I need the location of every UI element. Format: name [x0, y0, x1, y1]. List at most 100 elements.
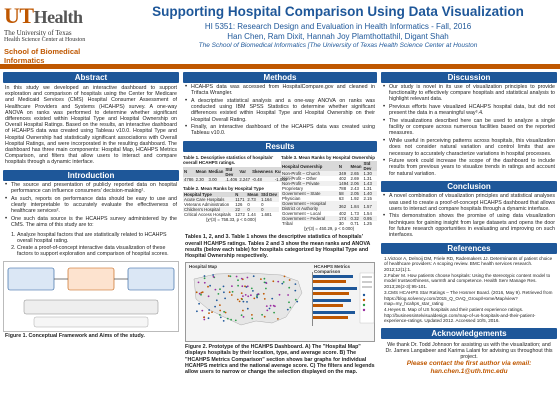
- hospital-marker: [244, 285, 246, 288]
- hospital-marker: [207, 285, 209, 288]
- list-item: A descriptive statistical analysis and a…: [185, 98, 375, 123]
- table-cell: 1.54: [363, 211, 372, 217]
- hospital-marker: [277, 280, 280, 283]
- list-item: While useful in perceiving patterns acro…: [383, 138, 555, 157]
- filter-control: [362, 286, 372, 289]
- table-header-cell: Std Dev: [260, 191, 279, 197]
- dashboard-graphic: [193, 272, 303, 326]
- legend-swatch: [362, 308, 366, 312]
- hospital-marker: [265, 305, 268, 308]
- table-row: Non-Profit – Other 402 2.69 1.31: [281, 176, 377, 181]
- table-cell: 1.73: [350, 211, 359, 217]
- hospital-marker: [234, 319, 237, 322]
- hospital-marker: [288, 286, 291, 289]
- table-cell: 1.31: [363, 176, 372, 182]
- table-1-caption: Table 1. Descriptive statistics of hospi…: [183, 155, 274, 166]
- table-cell: Government – Federal: [281, 216, 338, 222]
- hospital-marker: [236, 298, 239, 301]
- hospital-marker: [268, 307, 271, 310]
- hospital-marker: [263, 277, 266, 280]
- metric-bar: [313, 287, 357, 291]
- hospital-marker: [281, 282, 284, 285]
- figure-1-caption: Figure 1. Conceptual Framework and Aims …: [5, 333, 145, 340]
- hospital-marker: [296, 300, 299, 303]
- hospital-marker: [240, 298, 243, 300]
- table-cell: Proprietary: [282, 186, 304, 192]
- table-cell: -0.48: [251, 176, 274, 182]
- list-item: The visualizations described here can be…: [383, 118, 555, 137]
- discussion-list: Our study is novel in its use of visuali…: [381, 83, 557, 179]
- hospital-marker: [231, 291, 234, 293]
- hospital-marker: [246, 307, 249, 310]
- hospital-marker: [237, 284, 239, 287]
- table-row: Proprietary 788 2.43 1.31: [281, 186, 377, 191]
- abstract-heading: Abstract: [3, 72, 179, 83]
- table-header-cell: Mean: [194, 166, 208, 177]
- hospital-marker: [289, 306, 292, 309]
- hospital-marker: [219, 304, 221, 307]
- hospital-marker: [214, 305, 216, 308]
- table-cell: 402: [338, 176, 347, 182]
- table-cell: 1.43: [362, 181, 377, 187]
- table-header-cell: Hospital Type: [183, 191, 235, 197]
- hospital-marker: [250, 287, 253, 290]
- table-cell: 2.06: [349, 181, 363, 187]
- hospital-marker: [269, 304, 272, 307]
- framework-box-aims: [23, 300, 159, 315]
- hospital-marker: [196, 310, 198, 313]
- methods-heading: Methods: [183, 72, 377, 83]
- table-row: Tribal 30 0.71 1.25: [281, 221, 377, 226]
- bar-axis: [312, 272, 313, 327]
- list-item: One such data source is the HCAHPS surve…: [5, 216, 177, 228]
- table-cell: 1.44: [247, 211, 256, 217]
- table-row: Veterans Administration 126 0 0: [183, 202, 279, 207]
- table-header-cell: Skewness: [251, 166, 274, 177]
- conclusion-heading: Conclusion: [381, 181, 557, 193]
- table-cell: Physician: [282, 196, 301, 202]
- hospital-marker: [283, 275, 286, 278]
- table-cell: 0.95: [362, 216, 377, 222]
- hospital-marker: [195, 291, 198, 294]
- hospital-marker: [240, 292, 243, 295]
- hospital-marker: [222, 320, 225, 322]
- table-cell: Non-Profit – Other: [282, 176, 317, 182]
- hospital-marker: [246, 276, 249, 279]
- hospital-marker: [240, 277, 243, 280]
- metric-bar: [313, 311, 355, 315]
- hospital-marker: [257, 293, 260, 296]
- hospital-marker: [282, 281, 285, 284]
- hospital-marker: [227, 275, 230, 278]
- list-item: Create a proof-of-concept interactive da…: [17, 245, 177, 257]
- table-cell: 2.15: [363, 196, 372, 202]
- logo-line-1: The University of Texas: [4, 29, 72, 37]
- references-heading: References: [381, 242, 557, 254]
- table-2-caption: Table 2. Mean Ranks by Hospital Type: [183, 185, 264, 191]
- list-item: Previous efforts have visualized HCAHPS …: [383, 104, 555, 116]
- hospital-marker: [219, 288, 221, 291]
- framework-box-outcome: [33, 317, 149, 328]
- table-cell: 1.84: [349, 201, 363, 212]
- list-item: This demonstration shows the promise of …: [383, 213, 555, 238]
- methods-list: HCAHPS data was accessed from HospitalCo…: [183, 83, 377, 139]
- table-cell: 2.73: [246, 196, 261, 202]
- hospital-marker: [271, 297, 274, 300]
- hospital-marker: [266, 309, 269, 312]
- hospital-marker: [201, 309, 204, 312]
- contact-email-link[interactable]: han.chen.1@uth.tmc.edu: [430, 367, 508, 375]
- table-header-cell: Mean: [349, 161, 363, 172]
- table-cell: 22: [234, 206, 247, 212]
- table-3-note: (χ²(3) = 450.29, p < 0.000): [303, 226, 355, 232]
- table-header-cell: N: [337, 161, 350, 172]
- hospital-marker: [245, 286, 248, 289]
- table-cell: 1272: [235, 211, 245, 217]
- table-1: N Mean Median Std Dev Var Skewness Kurto…: [183, 166, 294, 182]
- table-row: Non-Profit – Church 349 2.65 1.30: [281, 171, 377, 177]
- course-line: HI 5351: Research Design and Evaluation …: [204, 22, 472, 31]
- hospital-marker: [203, 275, 206, 278]
- table-2: Hospital Type N Mean Std Dev Acute Care …: [183, 191, 279, 217]
- hospital-marker: [262, 293, 265, 295]
- table-cell: 1494: [337, 181, 350, 187]
- table-cell: 0: [246, 206, 261, 212]
- table-cell: 402: [338, 211, 347, 217]
- hospital-marker: [294, 283, 297, 286]
